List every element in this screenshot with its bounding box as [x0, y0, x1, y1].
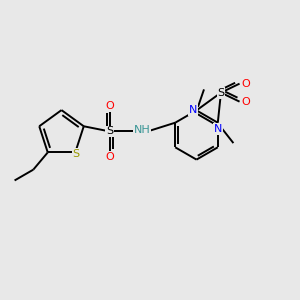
Text: S: S — [218, 88, 224, 98]
Text: N: N — [214, 124, 223, 134]
Text: S: S — [73, 149, 80, 159]
Text: S: S — [106, 126, 113, 136]
Text: O: O — [241, 97, 250, 106]
Text: O: O — [105, 101, 114, 111]
Text: O: O — [105, 152, 114, 162]
Text: NH: NH — [134, 125, 151, 135]
Text: N: N — [189, 105, 197, 115]
Text: O: O — [241, 79, 250, 88]
